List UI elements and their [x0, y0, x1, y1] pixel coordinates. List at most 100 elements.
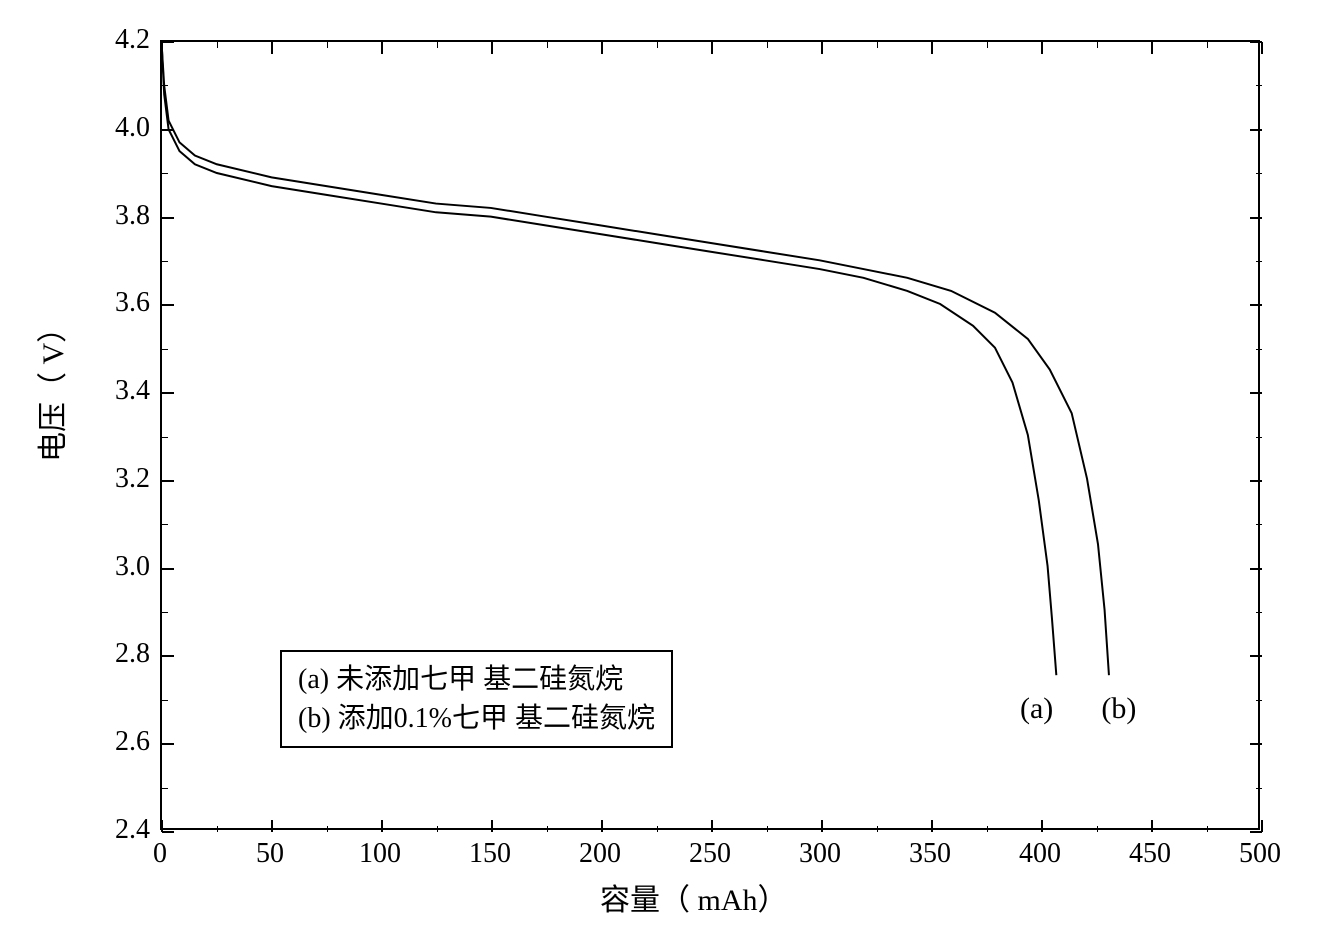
tick [1250, 304, 1262, 306]
y-tick-label: 2.6 [90, 726, 150, 758]
tick [1256, 85, 1262, 86]
x-tick-label: 150 [469, 838, 511, 870]
chart-container: 电压（ V） 容量（ mAh） 2.42.62.83.03.23.43.63.8… [40, 20, 1300, 910]
tick [217, 42, 218, 48]
tick [1261, 42, 1263, 54]
tick [271, 820, 273, 832]
x-tick-label: 0 [153, 838, 167, 870]
tick [1256, 173, 1262, 174]
tick [601, 42, 603, 54]
x-tick-label: 250 [689, 838, 731, 870]
tick [1250, 831, 1262, 833]
x-tick-label: 400 [1019, 838, 1061, 870]
x-tick-label: 500 [1239, 838, 1281, 870]
tick [1250, 480, 1262, 482]
tick [1256, 524, 1262, 525]
x-tick-label: 450 [1129, 838, 1171, 870]
tick [437, 826, 438, 832]
tick [657, 42, 658, 48]
tick [162, 655, 174, 657]
tick [271, 42, 273, 54]
tick [1207, 42, 1208, 48]
tick [987, 826, 988, 832]
tick [1250, 41, 1262, 43]
tick [711, 42, 713, 54]
tick [1250, 655, 1262, 657]
tick [162, 173, 168, 174]
tick [327, 42, 328, 48]
tick [821, 42, 823, 54]
tick [877, 42, 878, 48]
tick [381, 42, 383, 54]
y-tick-label: 3.6 [90, 287, 150, 319]
tick [162, 85, 168, 86]
tick [1250, 392, 1262, 394]
tick [491, 42, 493, 54]
tick [162, 788, 168, 789]
tick [821, 820, 823, 832]
tick [162, 831, 174, 833]
y-axis-label: 电压（ V） [28, 313, 72, 462]
x-tick-label: 350 [909, 838, 951, 870]
tick [437, 42, 438, 48]
x-tick-label: 300 [799, 838, 841, 870]
curve-label: (b) [1101, 692, 1136, 726]
tick [767, 42, 768, 48]
x-tick-label: 50 [256, 838, 284, 870]
tick [162, 41, 174, 43]
tick [1256, 700, 1262, 701]
y-tick-label: 2.8 [90, 638, 150, 670]
tick [491, 820, 493, 832]
tick [162, 700, 168, 701]
tick [162, 349, 168, 350]
tick [1250, 743, 1262, 745]
tick [1250, 568, 1262, 570]
tick [931, 820, 933, 832]
tick [162, 612, 168, 613]
tick [327, 826, 328, 832]
tick [162, 743, 174, 745]
tick [162, 568, 174, 570]
y-tick-label: 4.2 [90, 24, 150, 56]
tick [1041, 42, 1043, 54]
tick [767, 826, 768, 832]
tick [162, 217, 174, 219]
y-tick-label: 3.2 [90, 463, 150, 495]
legend-item: (b) 添加0.1%七甲 基二硅氮烷 [298, 699, 655, 738]
tick [657, 826, 658, 832]
tick [162, 480, 174, 482]
tick [162, 129, 174, 131]
tick [1151, 42, 1153, 54]
legend-item: (a) 未添加七甲 基二硅氮烷 [298, 660, 655, 699]
tick [601, 820, 603, 832]
tick [162, 261, 168, 262]
tick [1256, 261, 1262, 262]
tick [162, 524, 168, 525]
tick [1097, 826, 1098, 832]
tick [1097, 42, 1098, 48]
tick [381, 820, 383, 832]
tick [1250, 129, 1262, 131]
tick [1250, 217, 1262, 219]
tick [877, 826, 878, 832]
tick [1256, 788, 1262, 789]
curve-label: (a) [1020, 692, 1053, 726]
tick [161, 42, 163, 54]
y-tick-label: 3.8 [90, 200, 150, 232]
tick [987, 42, 988, 48]
tick [931, 42, 933, 54]
tick [217, 826, 218, 832]
tick [1041, 820, 1043, 832]
tick [547, 826, 548, 832]
tick [711, 820, 713, 832]
tick [162, 437, 168, 438]
tick [1256, 612, 1262, 613]
tick [1151, 820, 1153, 832]
y-tick-label: 3.0 [90, 551, 150, 583]
curve-b [162, 51, 1109, 675]
legend-box: (a) 未添加七甲 基二硅氮烷(b) 添加0.1%七甲 基二硅氮烷 [280, 650, 673, 748]
tick [547, 42, 548, 48]
x-tick-label: 100 [359, 838, 401, 870]
x-axis-label: 容量（ mAh） [600, 875, 788, 919]
y-tick-label: 3.4 [90, 375, 150, 407]
